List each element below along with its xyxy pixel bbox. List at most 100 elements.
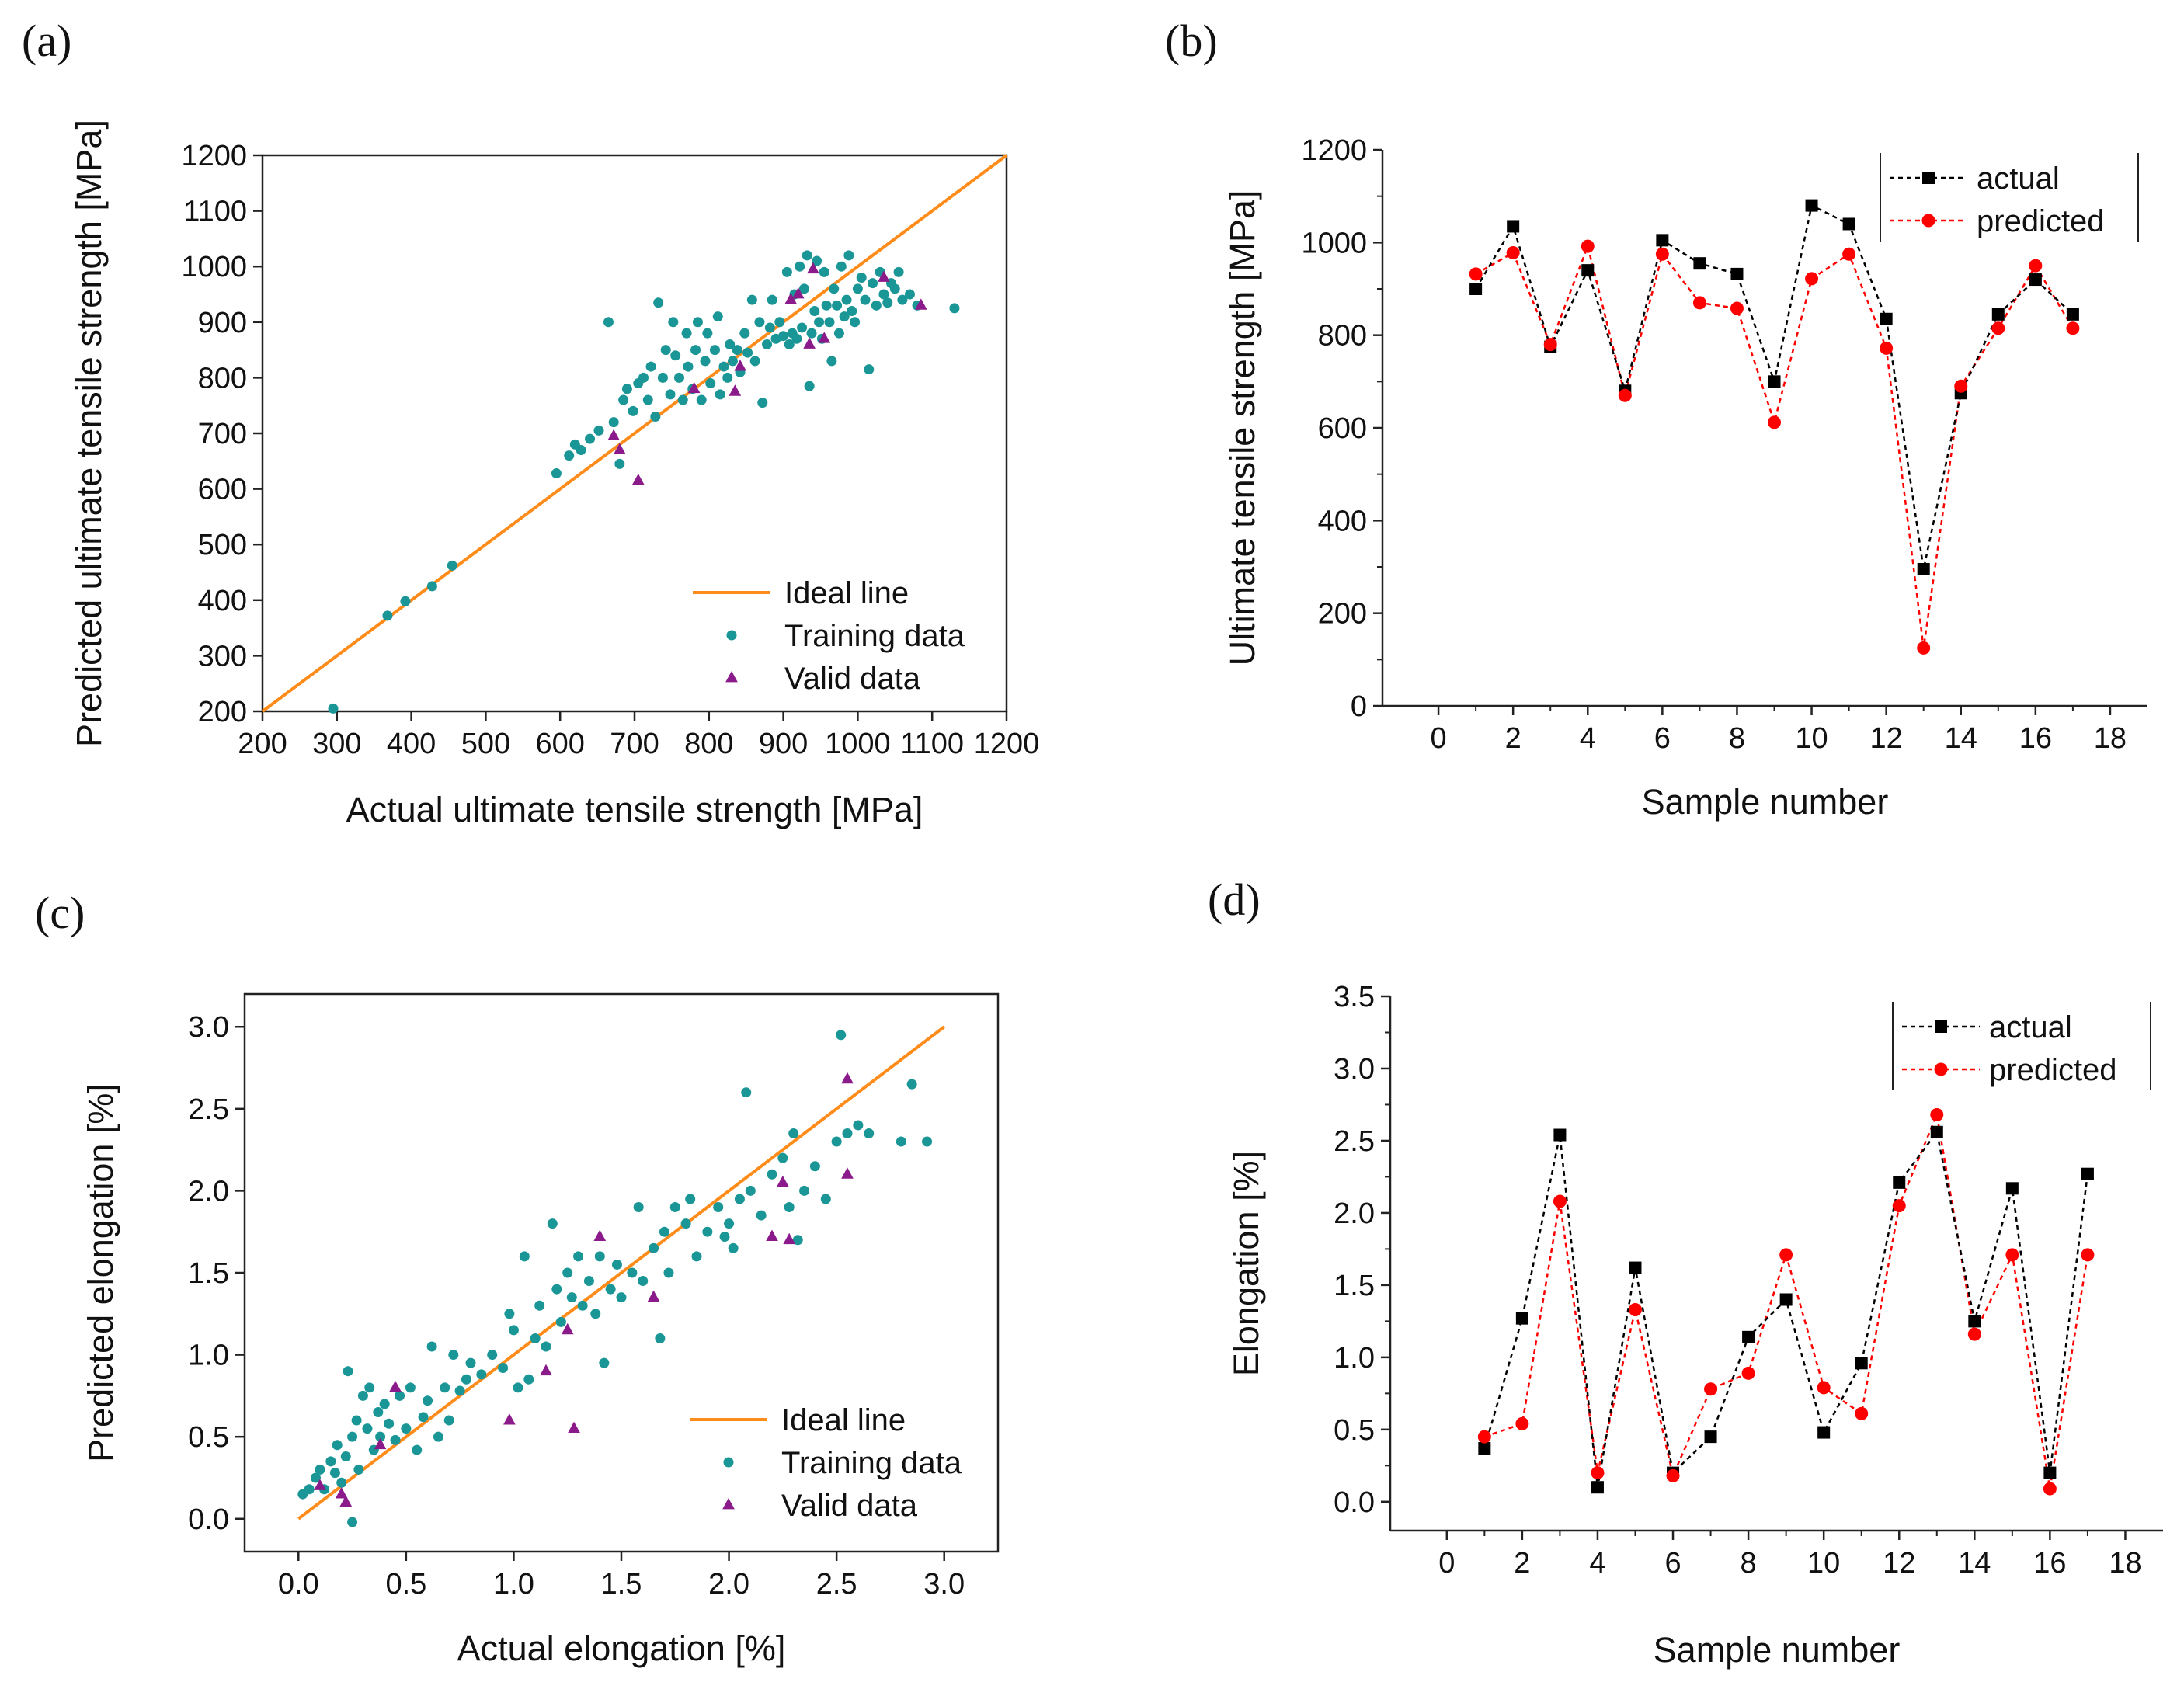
training-point [328, 703, 339, 714]
actual-point [2043, 1466, 2057, 1479]
valid-point [687, 381, 701, 394]
actual-point [1817, 1426, 1831, 1439]
x-axis-title: Actual ultimate tensile strength [MPa] [346, 790, 923, 829]
valid-point [593, 1229, 607, 1241]
training-point [767, 294, 777, 305]
legend-ideal-label: Ideal line [784, 576, 909, 610]
valid-point [803, 337, 816, 349]
training-point [669, 1202, 680, 1213]
y-tick-label: 1000 [181, 251, 247, 283]
training-point [476, 1369, 487, 1380]
training-point [764, 322, 775, 333]
actual-point [1779, 1293, 1793, 1306]
x-tick-label: 1100 [900, 728, 964, 760]
training-point [608, 417, 619, 428]
panel-label-a: (a) [22, 16, 71, 66]
training-point [655, 1333, 666, 1343]
training-point [461, 1374, 471, 1385]
y-tick-label: 1.0 [1334, 1342, 1375, 1375]
x-tick-label: 6 [1664, 1547, 1681, 1580]
x-tick-label: 14 [1945, 722, 1977, 755]
y-tick-label: 3.0 [188, 1011, 229, 1044]
training-point [850, 317, 861, 328]
training-point [447, 560, 457, 571]
training-point [530, 1333, 541, 1343]
x-tick-label: 2.5 [816, 1568, 857, 1600]
x-tick-label: 2 [1514, 1547, 1530, 1580]
predicted-point [1855, 1406, 1869, 1420]
training-point [325, 1456, 336, 1467]
training-point [357, 1390, 368, 1401]
training-point [749, 356, 760, 367]
legend-training-swatch [726, 630, 737, 641]
actual-point [2029, 273, 2042, 287]
training-point [725, 339, 736, 349]
predicted-point [1666, 1468, 1680, 1482]
training-point [498, 1362, 509, 1373]
training-point [347, 1431, 358, 1442]
training-point [375, 1431, 386, 1442]
ideal-line [297, 1025, 945, 1521]
training-point [824, 317, 835, 328]
training-point [831, 1136, 842, 1147]
training-point [833, 328, 844, 339]
actual-point [1704, 1430, 1717, 1444]
x-tick-label: 14 [1958, 1547, 1991, 1580]
actual-point [1469, 283, 1483, 295]
x-axis-title: Actual elongation [%] [457, 1628, 786, 1668]
valid-point [335, 1487, 348, 1499]
legend-predicted-label: predicted [1977, 204, 2105, 238]
training-point [347, 1517, 358, 1527]
y-tick-label: 700 [198, 418, 247, 450]
training-point [878, 289, 889, 300]
training-point [814, 317, 825, 328]
valid-point [374, 1437, 387, 1450]
y-axis-title: Predicted ultimate tensile strength [MPa… [69, 120, 109, 747]
training-point [784, 1202, 795, 1213]
y-tick-label: 3.5 [1334, 981, 1375, 1013]
training-point [802, 250, 812, 261]
training-point [820, 1194, 831, 1204]
actual-point [2081, 1167, 2094, 1180]
training-point [795, 261, 805, 272]
training-point [897, 294, 908, 305]
predicted-point [1741, 1366, 1755, 1380]
actual-point [1553, 1128, 1567, 1142]
training-point [653, 297, 664, 308]
training-point [315, 1464, 325, 1475]
x-tick-label: 1200 [974, 728, 1040, 760]
valid-point [841, 1167, 854, 1179]
y-tick-label: 800 [198, 362, 247, 394]
y-tick-label: 400 [1318, 505, 1367, 537]
legend-actual-swatch-marker [1922, 172, 1935, 184]
training-point [719, 1232, 730, 1242]
x-tick-label: 400 [387, 728, 436, 760]
training-point [426, 581, 437, 592]
training-point [767, 1169, 777, 1180]
training-point [700, 356, 711, 367]
actual-point [1805, 199, 1818, 212]
training-point [310, 1472, 321, 1483]
valid-point [807, 262, 819, 274]
valid-point [389, 1380, 402, 1392]
legend-valid-swatch [722, 1498, 735, 1510]
training-point [922, 1136, 933, 1147]
training-point [585, 433, 596, 444]
training-point [362, 1423, 373, 1434]
legend-predicted-label: predicted [1989, 1053, 2117, 1087]
training-point [379, 1399, 390, 1409]
training-point [611, 1259, 622, 1270]
training-point [551, 1284, 562, 1295]
training-point [696, 394, 707, 405]
valid-point [631, 473, 645, 485]
actual-point [1693, 257, 1706, 270]
legend-predicted-swatch-marker [1934, 1062, 1948, 1076]
valid-point [777, 1175, 789, 1187]
y-tick-label: 0.0 [188, 1503, 229, 1536]
training-point [343, 1366, 353, 1377]
training-point [680, 1218, 691, 1229]
y-axis-title: Ultimate tensile strength [MPa] [1222, 190, 1262, 666]
x-tick-label: 0 [1438, 1547, 1455, 1580]
training-point [864, 1128, 875, 1138]
